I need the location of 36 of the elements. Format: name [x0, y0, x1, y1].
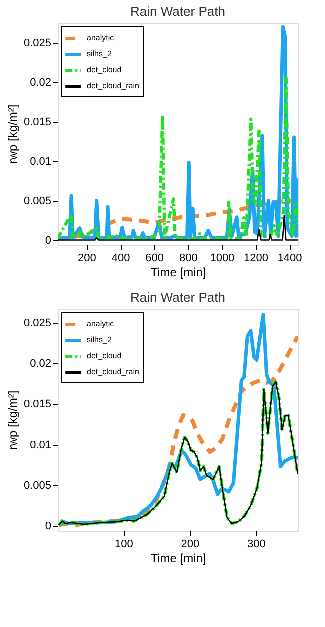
x-tick-label: 200	[78, 252, 96, 264]
y-axis-title: rwp [kg/m²]	[6, 390, 20, 450]
legend-label: silhs_2	[87, 336, 112, 344]
legend-label: analytic	[87, 320, 114, 328]
y-tick-label: 0.02	[30, 358, 52, 370]
x-tick-label: 200	[181, 538, 200, 550]
x-tick-label: 1200	[244, 252, 268, 264]
y-tick-label: 0	[45, 520, 52, 533]
x-tick-label: 300	[248, 538, 266, 550]
x-tick-label: 800	[179, 252, 198, 264]
y-tick-label: 0.005	[24, 480, 52, 492]
legend-label: det_cloud	[87, 352, 122, 360]
y-tick-label: 0.015	[24, 116, 52, 128]
legend-label: silhs_2	[87, 50, 112, 58]
x-axis-title: Time [min]	[150, 266, 206, 280]
y-tick-label: 0.01	[30, 439, 52, 452]
x-tick-label: 1400	[278, 252, 302, 264]
x-tick-label: 400	[112, 252, 130, 264]
chart-title: Rain Water Path	[130, 290, 226, 305]
legend-label: det_cloud_rain	[87, 82, 140, 90]
legend-label: analytic	[87, 34, 114, 42]
chart-title: Rain Water Path	[130, 4, 226, 19]
y-tick-label: 0.015	[24, 398, 52, 411]
y-tick-label: 0.02	[30, 76, 52, 89]
x-axis-title: Time [min]	[150, 552, 206, 566]
legend-label: det_cloud_rain	[87, 368, 140, 376]
y-tick-label: 0.01	[30, 156, 52, 168]
y-tick-label: 0.025	[24, 317, 52, 330]
y-axis-title: rwp [kg/m²]	[6, 104, 20, 164]
legend-label: det_cloud	[87, 66, 122, 74]
y-tick-label: 0.025	[24, 37, 52, 50]
y-tick-label: 0	[45, 234, 52, 247]
x-tick-label: 1000	[210, 252, 235, 264]
x-tick-label: 100	[114, 538, 134, 550]
x-tick-label: 600	[146, 252, 164, 264]
y-tick-label: 0.005	[24, 195, 52, 208]
